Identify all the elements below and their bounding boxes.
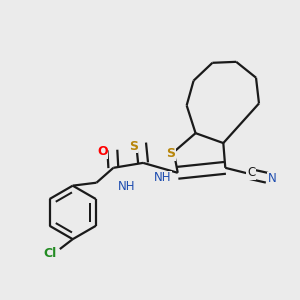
Text: S: S (129, 140, 138, 152)
Text: Cl: Cl (43, 247, 57, 260)
Text: C: C (247, 166, 255, 179)
Text: NH: NH (118, 180, 135, 193)
Text: N: N (268, 172, 276, 185)
Text: S: S (166, 148, 175, 160)
Text: O: O (97, 146, 108, 158)
Text: NH: NH (154, 171, 172, 184)
